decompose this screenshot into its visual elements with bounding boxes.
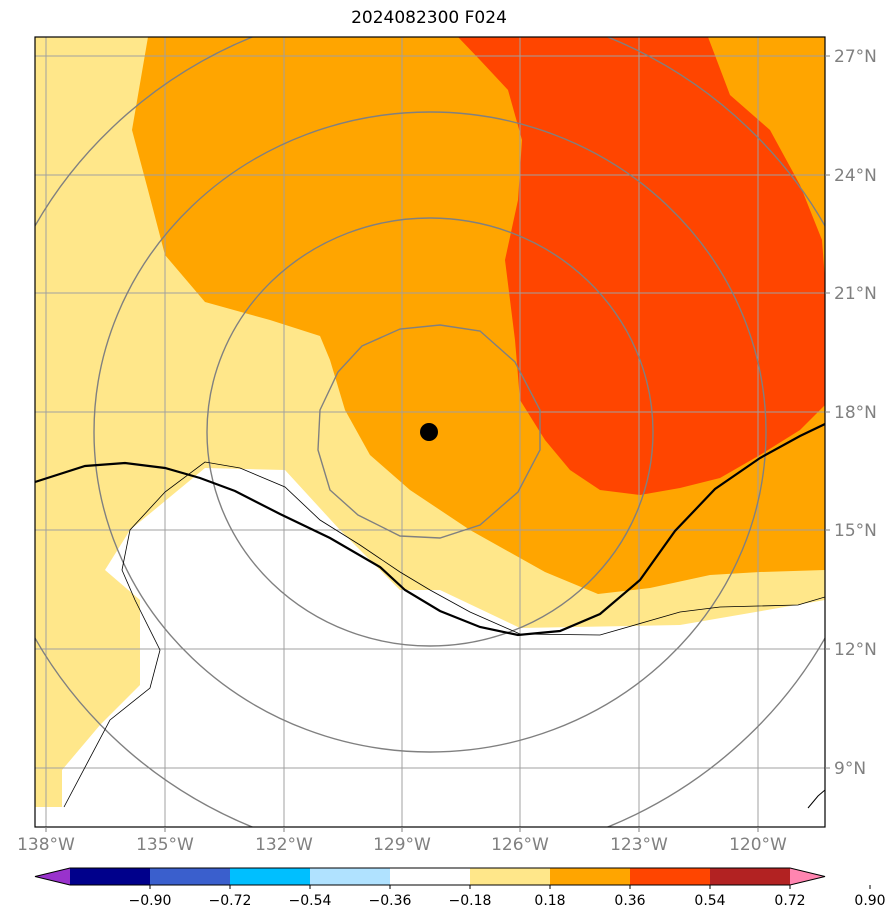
lat-label-15n: 15°N bbox=[834, 521, 877, 541]
colorbar-segment bbox=[630, 868, 711, 885]
range-ring-3 bbox=[93, 111, 767, 753]
colorbar: −0.90 −0.72 −0.54 −0.36 −0.18 0.18 0.36 0.54 0.7… bbox=[34, 867, 886, 909]
colorbar-tick-label: 0.72 bbox=[774, 893, 805, 909]
lon-tick-marks bbox=[45, 827, 759, 832]
lon-label-120w: 120°W bbox=[729, 835, 787, 855]
colorbar-tick-label: −0.18 bbox=[449, 893, 492, 909]
lat-label-12n: 12°N bbox=[834, 640, 877, 660]
lat-label-9n: 9°N bbox=[834, 759, 866, 779]
colorbar-extend-max bbox=[790, 868, 825, 885]
range-ring-1 bbox=[317, 324, 541, 539]
graticule bbox=[35, 37, 825, 827]
colorbar-tick-label: −0.54 bbox=[289, 893, 332, 909]
lat-tick-marks bbox=[825, 55, 830, 769]
range-ring-2 bbox=[206, 217, 654, 647]
colorbar-tick-label: −0.72 bbox=[209, 893, 252, 909]
lat-label-18n: 18°N bbox=[834, 403, 877, 423]
colorbar-segment bbox=[70, 868, 151, 885]
colorbar-segment bbox=[310, 868, 391, 885]
thick-boundary-line bbox=[35, 423, 825, 637]
colorbar-tick-label: 0.54 bbox=[694, 893, 725, 909]
map-title: 2024082300 F024 bbox=[351, 8, 507, 28]
colorbar-tick-label: 0.36 bbox=[614, 893, 645, 909]
lat-label-21n: 21°N bbox=[834, 284, 877, 304]
lon-label-132w: 132°W bbox=[255, 835, 313, 855]
colorbar-segment bbox=[230, 868, 311, 885]
lat-label-27n: 27°N bbox=[834, 47, 877, 67]
map-plot-area bbox=[35, 37, 825, 827]
lon-labels: 138°W 135°W 132°W 129°W 126°W 123°W 120°… bbox=[17, 835, 787, 855]
colorbar-segment bbox=[150, 868, 231, 885]
colorbar-segment bbox=[470, 868, 551, 885]
lon-label-129w: 129°W bbox=[373, 835, 431, 855]
lat-labels: 27°N 24°N 21°N 18°N 15°N 12°N 9°N bbox=[834, 47, 877, 779]
lon-label-126w: 126°W bbox=[491, 835, 549, 855]
small-coast-fragment bbox=[807, 789, 825, 809]
colorbar-segment bbox=[550, 868, 631, 885]
map-frame bbox=[34, 36, 826, 828]
colorbar-tick-label: −0.36 bbox=[369, 893, 412, 909]
lon-label-135w: 135°W bbox=[136, 835, 194, 855]
fill-region-0-54-0-72 bbox=[458, 37, 825, 495]
lon-label-138w: 138°W bbox=[17, 835, 75, 855]
thin-boundary-line bbox=[63, 461, 825, 808]
range-rings bbox=[35, 37, 825, 827]
colorbar-segment bbox=[390, 868, 471, 885]
colorbar-tick-label: 0.90 bbox=[854, 893, 885, 909]
colorbar-tick-label: 0.18 bbox=[534, 893, 565, 909]
storm-center-marker bbox=[420, 423, 438, 441]
lat-label-24n: 24°N bbox=[834, 166, 877, 186]
colorbar-extend-min bbox=[35, 868, 70, 885]
colorbar-segment bbox=[710, 868, 791, 885]
lon-label-123w: 123°W bbox=[610, 835, 668, 855]
colorbar-tick-label: −0.90 bbox=[129, 893, 172, 909]
colorbar-outline bbox=[34, 867, 826, 886]
